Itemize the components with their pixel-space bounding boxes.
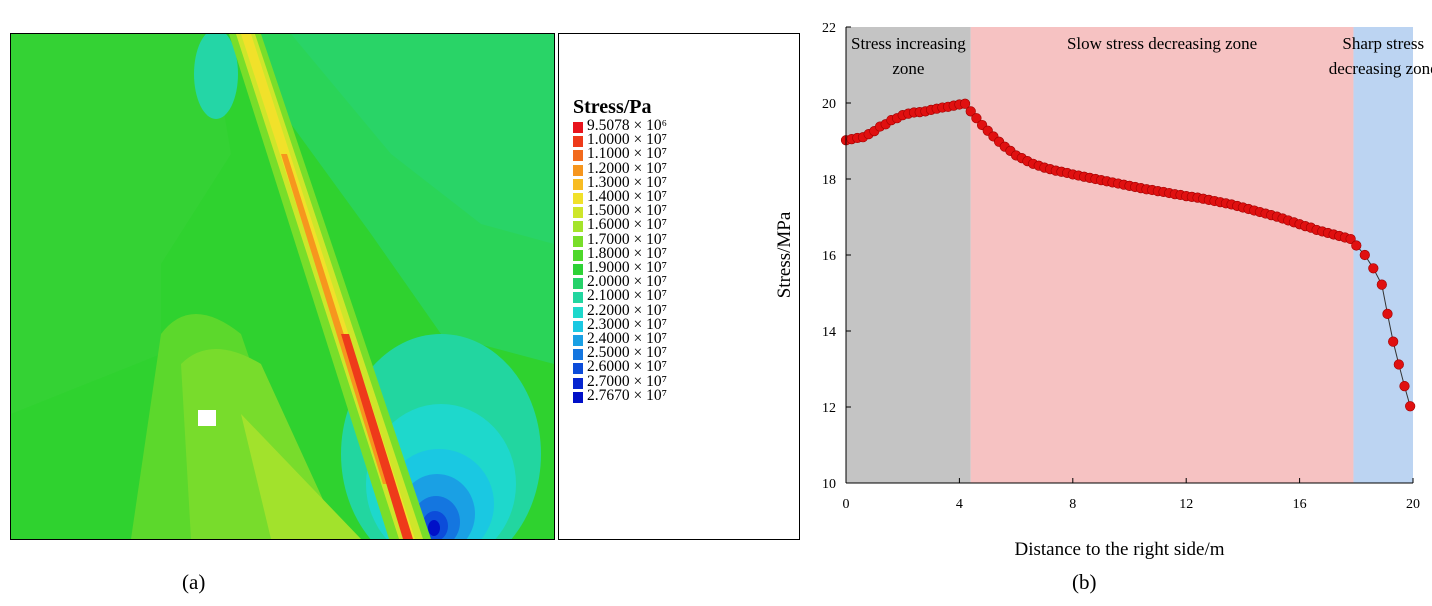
y-tick-label: 18 <box>822 173 836 188</box>
legend-swatch <box>573 164 583 176</box>
zone-band <box>846 27 971 483</box>
legend-swatch <box>573 178 583 190</box>
legend-swatch <box>573 264 583 275</box>
legend-swatch <box>573 150 583 162</box>
x-tick-label: 0 <box>843 497 850 512</box>
legend-label: 2.7000 × 10⁷ <box>587 372 668 390</box>
x-tick-label: 20 <box>1406 497 1420 512</box>
legend-swatch <box>573 193 583 204</box>
data-point <box>1345 233 1356 245</box>
legend-swatch <box>573 349 583 361</box>
stress-contour-map <box>10 33 555 540</box>
y-tick-label: 14 <box>822 325 836 340</box>
data-point <box>1405 401 1416 412</box>
y-axis-label: Stress/MPa <box>774 211 795 298</box>
legend-label: 2.5000 × 10⁷ <box>587 344 668 362</box>
zone-label: Stress increasing zone <box>851 34 966 78</box>
legend-label: 2.4000 × 10⁷ <box>587 330 668 347</box>
legend-label: 1.0000 × 10⁷ <box>587 131 668 149</box>
data-point <box>1388 336 1399 347</box>
y-tick-label: 10 <box>822 477 836 492</box>
x-axis-label: Distance to the right side/m <box>1014 539 1224 560</box>
legend-label: 2.3000 × 10⁷ <box>587 315 668 333</box>
legend-label: 1.1000 × 10⁷ <box>587 145 668 163</box>
legend-swatch <box>573 122 583 133</box>
legend-label: 2.6000 × 10⁷ <box>587 358 668 376</box>
zone-label: Sharp stress decreasing zone <box>1329 34 1432 78</box>
legend-swatch <box>573 335 583 346</box>
legend-swatch <box>573 292 583 304</box>
data-point <box>965 106 976 117</box>
y-tick-label: 20 <box>822 97 836 112</box>
legend-label: 1.8000 × 10⁷ <box>587 244 668 262</box>
legend-swatch <box>573 278 583 290</box>
legend-swatch <box>573 320 583 332</box>
legend-label: 2.2000 × 10⁷ <box>587 301 668 319</box>
legend-label: 1.3000 × 10⁷ <box>587 173 668 191</box>
legend-swatch <box>573 249 583 261</box>
x-tick-label: 16 <box>1293 497 1307 512</box>
panel-a-caption: (a) <box>182 570 206 594</box>
legend-label: 2.1000 × 10⁷ <box>587 287 668 305</box>
data-point <box>1382 308 1393 320</box>
data-point <box>959 98 971 109</box>
y-tick-label: 16 <box>822 249 836 264</box>
x-tick-label: 12 <box>1179 497 1193 512</box>
legend-swatch <box>573 207 583 219</box>
legend-swatch <box>573 221 583 233</box>
data-point <box>1368 263 1379 274</box>
legend-title: Stress/Pa <box>573 96 652 118</box>
zone-label: Slow stress decreasing zone <box>1067 34 1257 53</box>
legend-label: 2.0000 × 10⁷ <box>587 273 668 291</box>
data-point <box>1351 240 1362 251</box>
data-point <box>1393 359 1404 370</box>
data-point <box>1359 249 1370 261</box>
legend-label: 1.4000 × 10⁷ <box>587 188 668 205</box>
legend-label: 1.9000 × 10⁷ <box>587 259 668 276</box>
stress-legend: Stress/Pa 9.5078 × 10⁶ 1.0000 × 10⁷ 1.1000… <box>558 33 800 540</box>
x-tick-label: 8 <box>1069 497 1076 512</box>
legend-label: 1.2000 × 10⁷ <box>587 159 668 177</box>
legend-label: 1.5000 × 10⁷ <box>587 202 668 220</box>
legend-swatch <box>573 391 583 403</box>
legend-swatch <box>573 363 583 375</box>
y-tick-label: 12 <box>822 401 836 416</box>
legend-swatch <box>573 136 583 148</box>
legend-swatch <box>573 306 583 318</box>
zone-band <box>970 27 1354 483</box>
legend-swatch <box>573 235 583 247</box>
legend-label: 2.7670 × 10⁷ <box>587 386 668 404</box>
contour-graphic <box>11 34 554 539</box>
data-point <box>1376 279 1387 290</box>
x-tick-label: 4 <box>956 497 963 512</box>
legend-label: 1.6000 × 10⁷ <box>587 216 668 234</box>
legend-label: 9.5078 × 10⁶ <box>587 117 668 134</box>
stress-distance-chart: 0 4 8 12 16 20 10 12 14 16 18 20 22 Distance to the r… <box>774 21 1432 560</box>
legend-label: 1.7000 × 10⁷ <box>587 230 668 248</box>
legend-swatch <box>573 377 583 389</box>
y-tick-label: 22 <box>822 21 836 36</box>
data-point <box>1399 381 1410 392</box>
panel-b-caption: (b) <box>1072 570 1097 594</box>
data-point <box>971 113 982 124</box>
